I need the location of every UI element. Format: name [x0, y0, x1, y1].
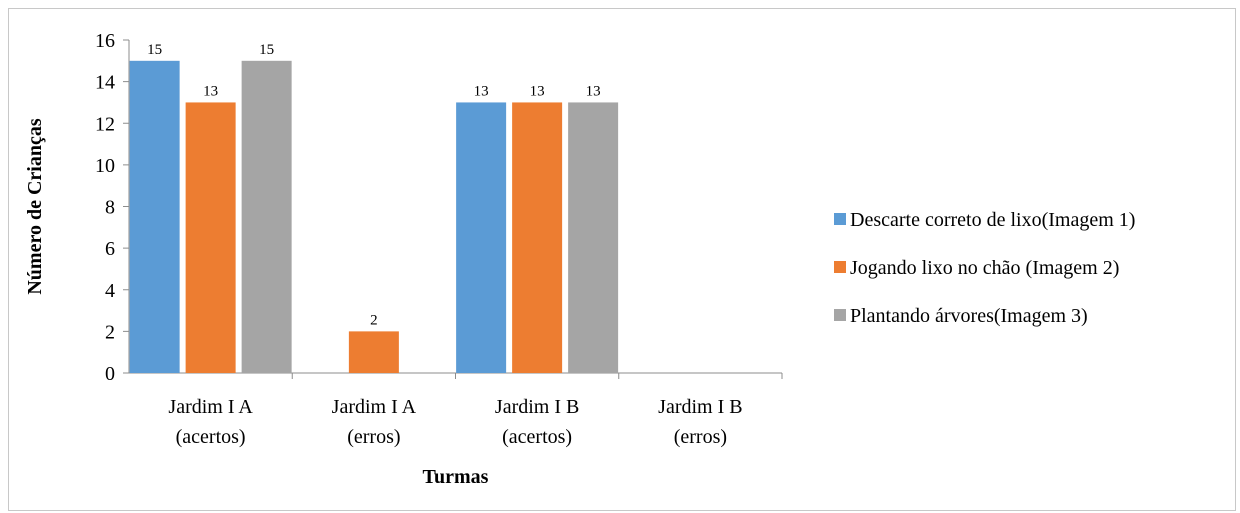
y-tick-label: 0	[105, 363, 115, 385]
data-label: 13	[203, 83, 218, 99]
x-category-label: Jardim I A	[332, 396, 417, 418]
x-category-label: (erros)	[347, 426, 400, 448]
x-category-label: (acertos)	[502, 426, 572, 448]
y-tick-label: 12	[95, 113, 115, 135]
legend-label: Jogando lixo no chão (Imagem 2)	[850, 257, 1119, 279]
x-category-labels: Jardim I A (acertos) Jardim I A (erros) Jard…	[168, 373, 783, 448]
data-label: 15	[259, 42, 274, 58]
y-tick-label: 4	[105, 280, 115, 302]
legend-label: Descarte correto de lixo(Imagem 1)	[850, 209, 1135, 231]
bar	[456, 102, 507, 373]
y-tick-label: 2	[105, 321, 115, 343]
legend-swatch	[834, 261, 846, 273]
legend-label: Plantando árvores(Imagem 3)	[850, 305, 1088, 327]
bar	[185, 102, 236, 373]
y-tick-label: 6	[105, 238, 115, 260]
bar	[568, 102, 619, 373]
y-tick-label: 14	[95, 72, 115, 94]
y-tick-label: 16	[95, 30, 115, 52]
bar	[241, 60, 292, 373]
x-category-label: (acertos)	[176, 426, 246, 448]
x-category-label: (erros)	[674, 426, 727, 448]
legend-swatch	[834, 213, 846, 225]
y-tick-label: 8	[105, 197, 115, 219]
data-label: 13	[586, 83, 601, 99]
bar	[512, 102, 563, 373]
y-tick-label: 10	[95, 155, 115, 177]
data-label: 13	[530, 83, 545, 99]
data-label: 15	[147, 42, 162, 58]
x-category-label: Jardim I B	[658, 396, 742, 418]
x-axis-title: Turmas	[423, 466, 489, 488]
data-label: 2	[370, 312, 378, 328]
bar	[129, 60, 180, 373]
bar	[348, 331, 399, 373]
legend-swatch	[834, 309, 846, 321]
y-ticks: 0 2 4 6 8 10 12 14 16	[95, 30, 129, 385]
bars	[129, 60, 619, 373]
x-category-label: Jardim I A	[168, 396, 253, 418]
y-axis-title: Número de Crianças	[24, 118, 46, 294]
data-label: 13	[474, 83, 489, 99]
x-category-label: Jardim I B	[495, 396, 579, 418]
data-labels: 15 13 15 2 13 13 13	[147, 42, 601, 329]
legend: Descarte correto de lixo(Imagem 1) Jogand…	[834, 209, 1135, 327]
